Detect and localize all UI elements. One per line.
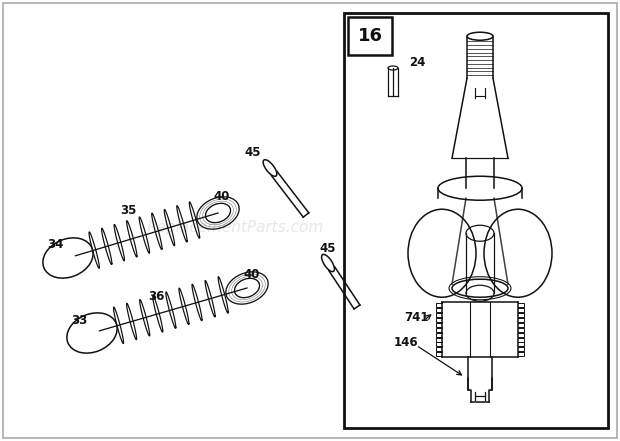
- Text: 35: 35: [120, 203, 136, 217]
- Bar: [348, 17, 392, 55]
- Text: 40: 40: [214, 190, 230, 202]
- Text: 36: 36: [148, 291, 164, 303]
- Bar: [344, 13, 608, 428]
- Text: 741: 741: [404, 311, 428, 324]
- Text: 45: 45: [320, 242, 336, 254]
- Text: 146: 146: [394, 336, 418, 349]
- Text: 45: 45: [245, 146, 261, 160]
- Text: 16: 16: [358, 27, 383, 45]
- Text: 33: 33: [71, 314, 87, 328]
- Text: 34: 34: [47, 239, 63, 251]
- Text: 24: 24: [409, 56, 425, 70]
- Text: 40: 40: [244, 269, 260, 281]
- Text: ReplacementParts.com: ReplacementParts.com: [147, 220, 324, 235]
